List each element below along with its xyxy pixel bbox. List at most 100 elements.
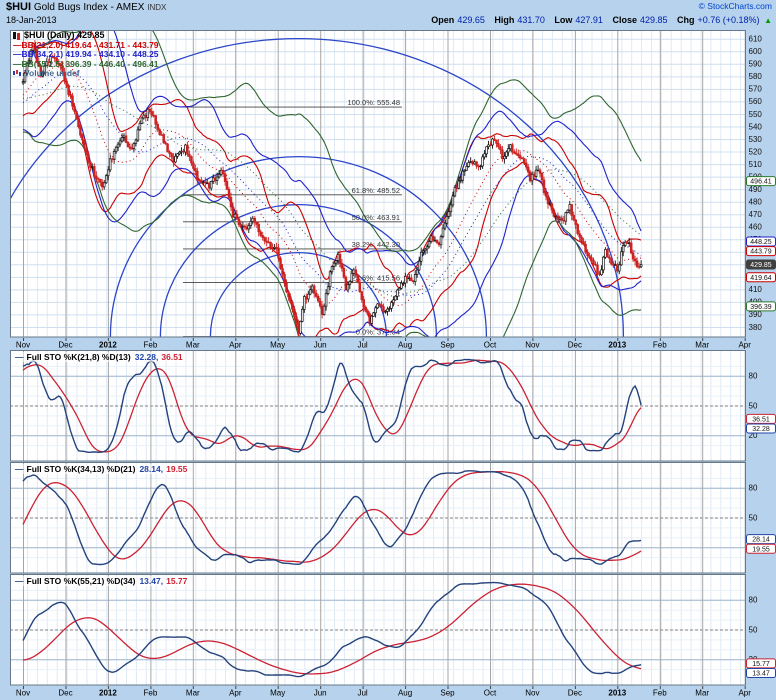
fib-level-label: 38.2%: 442.30 — [352, 240, 400, 249]
axis-badge: 419.64 — [746, 272, 776, 283]
ticker-symbol: $HUI — [6, 1, 32, 13]
stoch2-d-value: 19.55 — [166, 464, 188, 474]
month-label: Apr — [738, 341, 751, 350]
low-value: 427.91 — [575, 15, 603, 25]
stoch3-label: Full STO %K(55,21) %D(34) — [26, 576, 136, 586]
stoch-tick-label: 80 — [749, 372, 758, 381]
stoch-tick-label: 80 — [749, 596, 758, 605]
plot-borders — [10, 30, 746, 686]
axis-badge: 28.14 — [746, 534, 776, 545]
month-label: Jun — [314, 689, 327, 698]
svg-text:36.51: 36.51 — [752, 417, 770, 424]
chg-value: +0.76 (+0.18%) — [697, 15, 760, 25]
price-tick-label: 540 — [749, 122, 763, 131]
price-badges: 496.41 448.25 443.79 429.85 419.64 396.39 — [746, 176, 776, 312]
line-swatch: — — [15, 576, 24, 586]
svg-text:496.41: 496.41 — [750, 179, 772, 186]
legend-bb21-row: —BB(21,2.0) 419.64 - 431.71 - 443.79 — [13, 39, 159, 50]
price-tick-label: 520 — [749, 147, 763, 156]
stoch-grid-2080 — [10, 487, 746, 549]
line-swatch: — — [15, 352, 24, 362]
up-arrow-icon: ▲ — [764, 16, 772, 25]
month-label: Sep — [440, 341, 455, 350]
stoch-panel-1-axis: 80 50 20 36.51 32.28 — [746, 372, 776, 440]
stoch3-d-value: 15.77 — [166, 576, 188, 586]
stoch-tick-label: 80 — [749, 484, 758, 493]
line-swatch: — — [15, 464, 24, 474]
price-tick-label: 460 — [749, 223, 763, 232]
month-label: Mar — [695, 341, 709, 350]
series-line — [22, 359, 642, 453]
stoch1-legend: — Full STO %K(21,8) %D(13) 32.28, 36.51 — [13, 352, 185, 362]
month-label: Dec — [58, 689, 72, 698]
series-line — [22, 581, 642, 678]
stoch2-k-value: 28.14 — [139, 464, 161, 474]
price-tick-label: 380 — [749, 323, 763, 332]
close-value: 429.85 — [639, 15, 668, 25]
axis-badge: 32.28 — [746, 423, 776, 434]
fib-retracement: 100.0%: 555.48 61.8%: 485.52 50.0%: 463.91… — [183, 98, 402, 338]
month-label: Feb — [653, 689, 667, 698]
legend-volume-row: Volume undef — [13, 68, 159, 79]
month-label: May — [270, 689, 285, 698]
high-value: 431.70 — [517, 15, 545, 25]
month-label: Mar — [695, 689, 709, 698]
stoch-panel-3-lines — [22, 581, 642, 678]
axis-badge: 448.25 — [746, 236, 776, 247]
stoch3-legend: — Full STO %K(55,21) %D(34) 13.47, 15.77 — [13, 576, 190, 586]
series-line — [22, 131, 642, 337]
chart-date: 18-Jan-2013 — [6, 15, 57, 25]
month-label: Jul — [357, 341, 367, 350]
close-label: Close — [612, 15, 637, 25]
month-label: Dec — [58, 341, 72, 350]
month-label: Jul — [357, 689, 367, 698]
stoch1-label: Full STO %K(21,8) %D(13) — [26, 352, 131, 362]
main-plot-bg — [10, 30, 746, 337]
copyright-link[interactable]: © StockCharts.com — [698, 1, 772, 11]
price-tick-label: 610 — [749, 35, 763, 44]
svg-text:443.79: 443.79 — [750, 249, 772, 256]
svg-text:419.64: 419.64 — [750, 275, 772, 282]
month-label: Nov — [525, 341, 539, 350]
svg-text:396.39: 396.39 — [750, 304, 772, 311]
stoch-tick-label: 50 — [749, 625, 758, 634]
month-label: 2013 — [608, 689, 626, 698]
month-label: Aug — [398, 689, 412, 698]
bb55-band — [22, 30, 642, 337]
month-label: Jun — [314, 341, 327, 350]
candlestick-icon — [13, 32, 16, 39]
main-legend: $HUI (Daily) 429.85 —BB(21,2.0) 419.64 -… — [13, 30, 159, 79]
axis-badge: 19.55 — [746, 543, 776, 554]
chart-header: $HUI Gold Bugs Index - AMEX INDX © Stock… — [0, 0, 776, 30]
month-label: Feb — [653, 341, 667, 350]
price-tick-label: 550 — [749, 110, 763, 119]
index-name: Gold Bugs Index - AMEX — [33, 2, 145, 13]
volume-bars-icon — [13, 71, 15, 75]
month-label: Dec — [568, 689, 582, 698]
exchange-suffix: INDX — [147, 3, 167, 12]
svg-text:13.47: 13.47 — [752, 671, 770, 678]
legend-symbol-row: $HUI (Daily) 429.85 — [13, 30, 159, 41]
legend-bb55-row: —BB(55,2.5) 396.39 - 446.40 - 496.41 — [13, 58, 159, 69]
axis-badge: 396.39 — [746, 301, 776, 312]
svg-text:19.55: 19.55 — [752, 546, 770, 553]
price-tick-label: 570 — [749, 85, 763, 94]
month-label: Feb — [144, 689, 158, 698]
stoch-grid-faint — [10, 477, 746, 559]
stoch2-legend: — Full STO %K(34,13) %D(21) 28.14, 19.55 — [13, 464, 190, 474]
price-tick-label: 560 — [749, 97, 763, 106]
axis-badge: 443.79 — [746, 246, 776, 257]
stoch3-k-value: 13.47 — [139, 576, 161, 586]
open-label: Open — [431, 15, 455, 25]
stoch-panel-2-lines — [22, 470, 642, 566]
fib-level-label: 61.8%: 485.52 — [352, 186, 400, 195]
month-label: Aug — [398, 341, 412, 350]
series-line — [22, 471, 642, 563]
price-tick-label: 600 — [749, 47, 763, 56]
series-line — [22, 30, 642, 252]
month-label: Sep — [440, 689, 455, 698]
fib-level-label: 0.0%: 372.34 — [356, 328, 400, 337]
candles — [21, 40, 643, 337]
